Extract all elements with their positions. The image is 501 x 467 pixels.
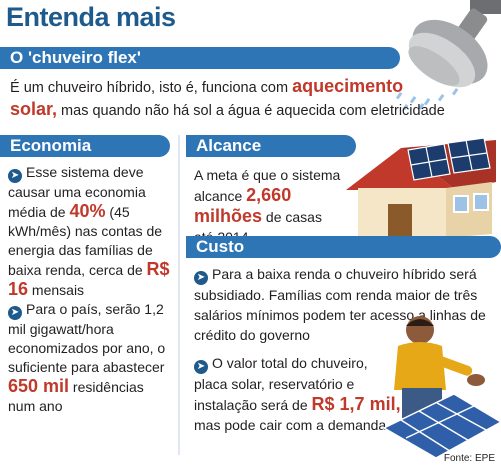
flex-text-b: mas quando não há sol a água é aquecida …	[57, 103, 445, 119]
worker-solar-panel-icon	[382, 316, 501, 458]
source-note: Fonte: EPE	[443, 453, 495, 464]
economia-p1-a: Esse sistema deve causar uma economia mé…	[8, 164, 146, 220]
custo-p2-a: O valor total do chuveiro, placa solar, …	[194, 355, 368, 413]
arrow-bullet-icon: ➤	[194, 271, 208, 285]
section-header-alcance: Alcance	[186, 135, 356, 157]
section-header-custo: Custo	[186, 236, 501, 258]
arrow-bullet-icon: ➤	[8, 169, 22, 183]
economia-p1-b: (45 kWh/mês) nas contas de energia das f…	[8, 204, 163, 278]
alcance-text: A meta é que o sistema alcance 2,660 mil…	[194, 165, 344, 247]
arrow-bullet-icon: ➤	[194, 360, 208, 374]
flex-text-a: É um chuveiro híbrido, isto é, funciona …	[10, 80, 293, 96]
alcance-highlight: 2,660 milhões	[194, 185, 292, 226]
shower-head-icon	[395, 0, 501, 110]
section-header-economia: Economia	[0, 135, 170, 157]
economia-p2-b: residências num ano	[8, 379, 144, 414]
custo-p2-b: mas pode cair com a demanda	[194, 417, 387, 433]
economia-p1-hl1: 40%	[69, 201, 106, 221]
economia-text: ➤ Esse sistema deve causar uma economia m…	[8, 163, 174, 416]
economia-p2-hl: 650 mil	[8, 376, 70, 396]
flex-highlight-a: aquecimento	[292, 76, 404, 96]
custo-p2-hl: R$ 1,7 mil,	[311, 394, 401, 414]
page-title: Entenda mais	[6, 2, 176, 32]
economia-p2-a: Para o país, serão 1,2 mil gigawatt/hora…	[8, 301, 166, 375]
alcance-text-a: A meta é que o sistema alcance	[194, 167, 341, 204]
economia-p1-hl2: R$ 16	[8, 259, 170, 299]
arrow-bullet-icon: ➤	[8, 306, 22, 320]
custo-p2: ➤ O valor total do chuveiro, placa solar,…	[194, 353, 404, 435]
column-divider	[178, 135, 180, 455]
section-header-flex: O 'chuveiro flex'	[0, 47, 400, 69]
flex-description: É um chuveiro híbrido, isto é, funciona …	[10, 76, 490, 122]
flex-highlight-b: solar,	[10, 99, 58, 119]
economia-p1-c: mensais	[28, 282, 85, 298]
house-solar-icon	[346, 137, 496, 238]
